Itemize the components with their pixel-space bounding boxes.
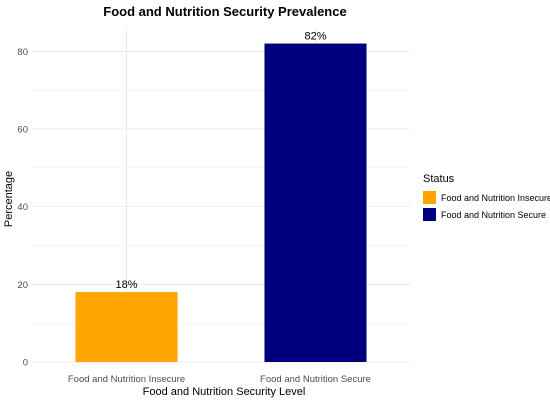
bar — [264, 43, 367, 363]
bar — [75, 292, 178, 362]
y-tick-label: 20 — [17, 280, 28, 291]
data-labels: 18% 82% — [115, 31, 326, 292]
bar-value-label: 82% — [304, 31, 326, 43]
bar-value-label: 18% — [115, 279, 137, 291]
x-axis-ticks: Food and Nutrition Insecure Food and Nutr… — [68, 374, 371, 385]
legend-label: Food and Nutrition Insecure — [441, 193, 550, 203]
legend-swatch — [423, 191, 436, 204]
bars — [75, 43, 367, 363]
y-tick-label: 60 — [17, 124, 28, 135]
y-tick-label: 80 — [17, 47, 28, 58]
x-axis-title: Food and Nutrition Security Level — [143, 386, 306, 398]
chart-title: Food and Nutrition Security Prevalence — [103, 4, 346, 19]
legend-entries: Food and Nutrition Insecure Food and Nutr… — [423, 191, 550, 221]
y-axis-title: Percentage — [3, 171, 15, 227]
legend-title: Status — [423, 173, 455, 185]
legend-label: Food and Nutrition Secure — [441, 210, 546, 220]
y-tick-label: 0 — [23, 358, 28, 369]
x-tick-label: Food and Nutrition Insecure — [68, 374, 185, 385]
y-tick-label: 40 — [17, 202, 28, 213]
y-axis-ticks: 0 20 40 60 80 — [17, 47, 28, 369]
x-tick-label: Food and Nutrition Secure — [260, 374, 371, 385]
legend-swatch — [423, 208, 436, 221]
